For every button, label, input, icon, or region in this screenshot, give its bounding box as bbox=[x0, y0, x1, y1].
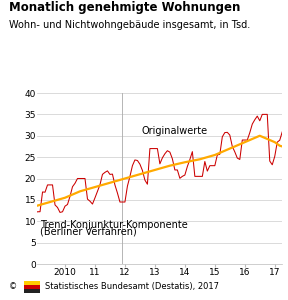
Text: Originalwerte: Originalwerte bbox=[141, 127, 208, 136]
Text: Wohn- und Nichtwohngebäude insgesamt, in Tsd.: Wohn- und Nichtwohngebäude insgesamt, in… bbox=[9, 20, 250, 29]
Text: Trend-Konjunktur-Komponente: Trend-Konjunktur-Komponente bbox=[39, 220, 187, 230]
Text: ©: © bbox=[9, 282, 17, 291]
Text: Monatlich genehmigte Wohnungen: Monatlich genehmigte Wohnungen bbox=[9, 2, 240, 14]
Text: (Berliner Verfahren): (Berliner Verfahren) bbox=[39, 227, 136, 237]
Text: Statistisches Bundesamt (Destatis), 2017: Statistisches Bundesamt (Destatis), 2017 bbox=[45, 282, 219, 291]
